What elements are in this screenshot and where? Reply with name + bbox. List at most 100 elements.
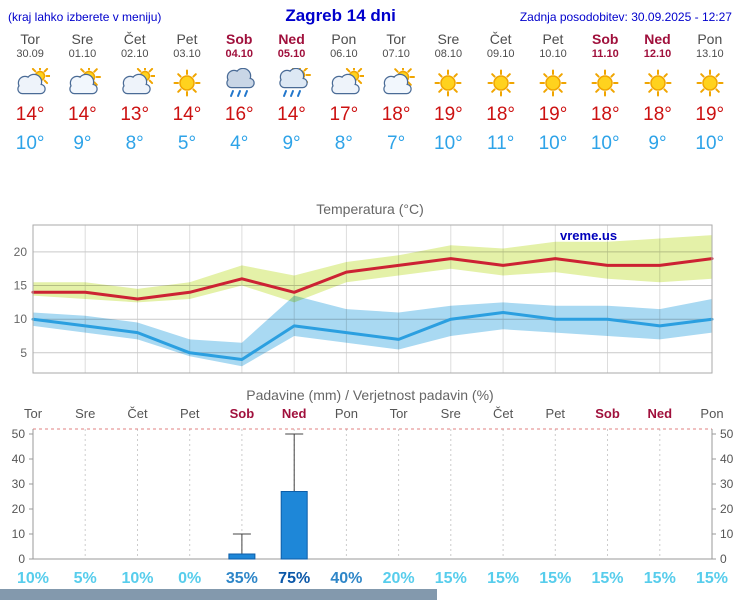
sunny-icon xyxy=(539,69,567,97)
day-name: Sre xyxy=(437,31,460,47)
day-name: Ned xyxy=(278,31,305,47)
day-name: Pon xyxy=(331,31,357,47)
temperature-section: Temperatura (°C) 5 10 15 20 vreme.us xyxy=(0,201,740,381)
weather-icon xyxy=(265,67,317,99)
day-label: Tor xyxy=(24,406,43,421)
max-temperature: 19° xyxy=(434,104,463,125)
max-temperature: 14° xyxy=(277,104,306,125)
weather-icon xyxy=(684,67,736,99)
y-axis-label-left: 20 xyxy=(12,502,26,516)
day-date: 30.09 xyxy=(16,48,44,60)
menu-hint-link[interactable]: (kraj lahko izberete v meniju) xyxy=(8,10,162,24)
y-axis-label-right: 30 xyxy=(720,477,734,491)
forecast-day: Čet 02.10 13° 8° xyxy=(109,31,161,155)
forecast-day: Tor 30.09 14° 10° xyxy=(4,31,56,155)
forecast-day: Čet 09.10 18° 11° xyxy=(475,31,527,155)
weather-icon xyxy=(161,67,213,99)
precip-bar xyxy=(280,491,308,560)
day-date: 05.10 xyxy=(277,48,306,60)
day-date: 08.10 xyxy=(434,48,463,60)
day-name: Sob xyxy=(592,31,619,47)
top-bar: (kraj lahko izberete v meniju) Zagreb 14… xyxy=(0,0,740,26)
min-temperature: 9° xyxy=(282,133,301,154)
watermark: vreme.us xyxy=(560,228,617,243)
sunny-icon xyxy=(696,69,724,97)
day-date: 12.10 xyxy=(643,48,672,60)
day-name: Pet xyxy=(542,31,564,47)
weather-icon xyxy=(318,67,370,99)
forecast-strip: Tor 30.09 14° 10° Sre 01.10 14° 9° Čet 0… xyxy=(0,31,740,155)
max-temperature: 14° xyxy=(172,104,202,125)
probability-label: 15% xyxy=(696,570,728,587)
probability-label: 15% xyxy=(487,570,519,587)
min-temperature: 10° xyxy=(590,133,620,154)
max-temperature: 16° xyxy=(224,104,254,125)
day-label: Sob xyxy=(230,406,255,421)
min-temperature: 10° xyxy=(15,133,45,154)
min-temperature: 5° xyxy=(177,133,197,154)
max-temperature: 18° xyxy=(590,104,620,125)
forecast-day: Sob 04.10 16° 4° xyxy=(213,31,265,155)
y-axis-label-left: 10 xyxy=(12,527,26,541)
page-title: Zagreb 14 dni xyxy=(285,6,396,25)
day-name: Tor xyxy=(20,31,40,47)
min-temperature: 9° xyxy=(648,133,667,154)
min-temperature: 11° xyxy=(487,133,515,154)
day-name: Čet xyxy=(489,31,512,47)
precip-chart-title: Padavine (mm) / Verjetnost padavin (%) xyxy=(246,387,494,403)
max-temperature: 14° xyxy=(15,104,45,125)
mostly-cloudy-icon xyxy=(331,68,364,95)
weather-icon xyxy=(422,67,474,99)
y-axis-label: 5 xyxy=(20,346,27,360)
day-label: Sob xyxy=(595,406,620,421)
y-axis-label-right: 40 xyxy=(720,452,734,466)
y-axis-label-left: 0 xyxy=(18,552,25,566)
min-temperature: 10° xyxy=(695,133,725,154)
probability-label: 20% xyxy=(383,570,415,587)
weather-icon xyxy=(56,67,108,99)
day-name: Tor xyxy=(386,31,406,47)
y-axis-label-right: 0 xyxy=(720,552,727,566)
partly-sunny-icon xyxy=(69,68,102,95)
probability-label: 0% xyxy=(178,570,201,587)
day-date: 11.10 xyxy=(591,48,619,60)
max-temperature: 18° xyxy=(381,104,411,125)
min-temperature: 10° xyxy=(434,133,463,154)
min-temperature: 10° xyxy=(538,133,568,154)
day-label: Pet xyxy=(180,406,200,421)
y-axis-label-left: 50 xyxy=(12,427,26,441)
probability-label: 15% xyxy=(644,570,676,587)
min-temperature: 4° xyxy=(230,133,249,154)
weather-icon xyxy=(370,67,422,99)
min-temp-line xyxy=(31,311,714,361)
forecast-day: Sre 01.10 14° 9° xyxy=(56,31,108,155)
bottom-strip xyxy=(0,589,437,600)
min-temperature: 8° xyxy=(334,133,353,154)
max-temperature: 13° xyxy=(120,104,150,125)
day-label: Pon xyxy=(335,406,358,421)
probability-label: 15% xyxy=(435,570,467,587)
day-date: 04.10 xyxy=(225,48,254,60)
precip-bar xyxy=(228,553,256,560)
day-date: 07.10 xyxy=(382,48,410,60)
partly-sunny-icon xyxy=(383,68,416,95)
day-name: Ned xyxy=(644,31,671,47)
sunny-icon xyxy=(173,69,201,97)
y-axis-label-left: 40 xyxy=(12,452,26,466)
day-label: Pon xyxy=(700,406,723,421)
precipitation-section: Padavine (mm) / Verjetnost padavin (%) 0… xyxy=(0,387,740,589)
y-axis-label: 20 xyxy=(14,245,28,259)
y-axis-label-right: 50 xyxy=(720,427,734,441)
forecast-day: Ned 12.10 18° 9° xyxy=(631,31,683,155)
plot-border xyxy=(32,224,713,374)
sun-shower-icon xyxy=(278,68,311,97)
max-temperature: 18° xyxy=(486,104,516,125)
min-temperature: 9° xyxy=(73,133,92,154)
day-label: Pet xyxy=(546,406,566,421)
mostly-cloudy-icon xyxy=(121,68,155,95)
probability-label: 15% xyxy=(591,570,623,587)
min-temp-band xyxy=(33,295,712,367)
temperature-chart: 5 10 15 20 vreme.us xyxy=(14,224,714,374)
day-label: Ned xyxy=(282,406,307,421)
forecast-day: Pet 10.10 19° 10° xyxy=(527,31,579,155)
